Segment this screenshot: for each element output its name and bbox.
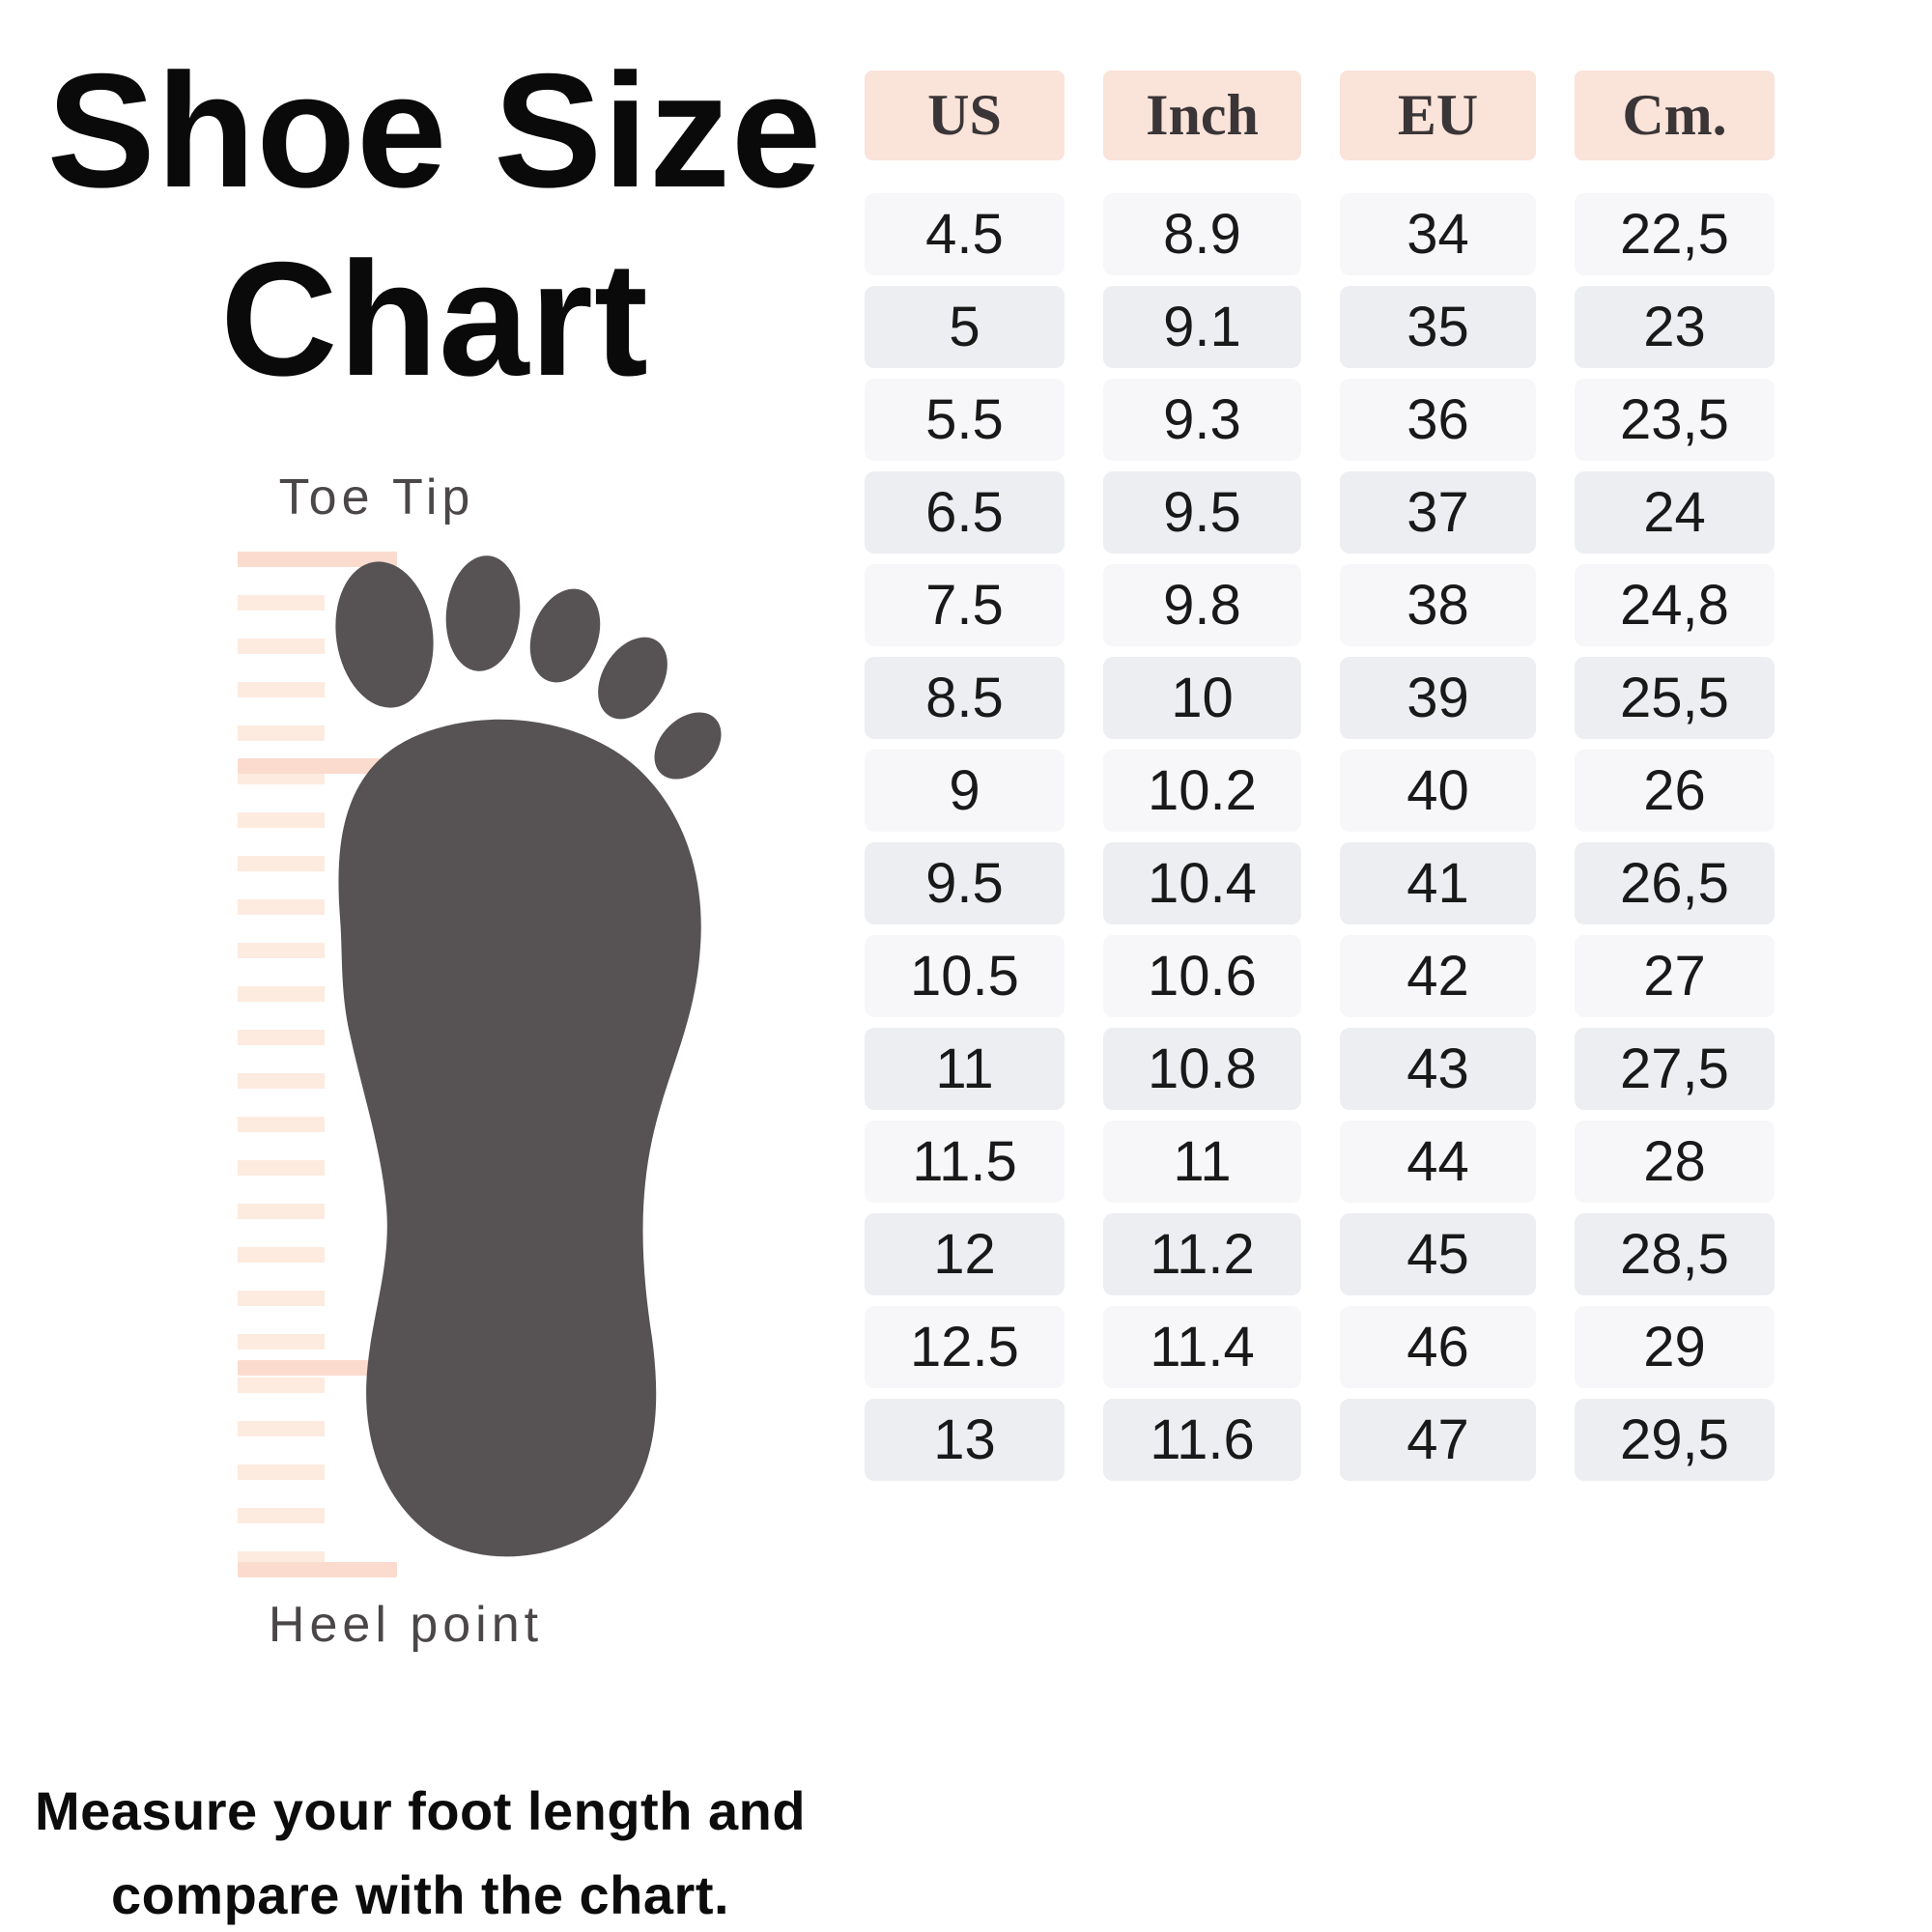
table-cell-cm: 27 [1575, 935, 1775, 1017]
table-row: 4.5 8.9 34 22,5 [865, 193, 1775, 275]
table-cell-cm: 26 [1575, 750, 1775, 832]
table-cell-us: 10.5 [865, 935, 1065, 1017]
table-cell-eu: 34 [1340, 193, 1536, 275]
table-cell-eu: 37 [1340, 471, 1536, 554]
table-cell-inch: 10.2 [1103, 750, 1301, 832]
ruler-mark-toe-tip [238, 552, 397, 567]
column-header-cm: Cm. [1575, 71, 1775, 160]
table-cell-cm: 25,5 [1575, 657, 1775, 739]
table-cell-us: 5.5 [865, 379, 1065, 461]
heel-point-label: Heel point [268, 1597, 544, 1653]
table-cell-inch: 9.8 [1103, 564, 1301, 646]
table-row: 11.5 11 44 28 [865, 1121, 1775, 1203]
table-cell-us: 7.5 [865, 564, 1065, 646]
table-cell-inch: 11 [1103, 1121, 1301, 1203]
table-row: 9 10.2 40 26 [865, 750, 1775, 832]
table-row: 12 11.2 45 28,5 [865, 1213, 1775, 1295]
table-row: 5 9.1 35 23 [865, 286, 1775, 368]
toe-tip-label: Toe Tip [278, 469, 475, 526]
table-cell-us: 8.5 [865, 657, 1065, 739]
size-table-header: US Inch EU Cm. [865, 71, 1775, 160]
table-cell-us: 5 [865, 286, 1065, 368]
table-cell-cm: 28 [1575, 1121, 1775, 1203]
ruler-mark-heel [238, 1562, 397, 1577]
ruler-mark-big-toe [238, 758, 397, 774]
table-cell-eu: 36 [1340, 379, 1536, 461]
table-cell-us: 13 [865, 1399, 1065, 1481]
table-cell-cm: 28,5 [1575, 1213, 1775, 1295]
table-row: 10.5 10.6 42 27 [865, 935, 1775, 1017]
page-title-line1: Shoe Size [46, 40, 823, 221]
column-header-inch: Inch [1103, 71, 1301, 160]
table-cell-inch: 10.4 [1103, 842, 1301, 924]
table-cell-inch: 11.6 [1103, 1399, 1301, 1481]
table-cell-us: 12.5 [865, 1306, 1065, 1388]
table-cell-us: 6.5 [865, 471, 1065, 554]
foot-measure-figure: Toe Tip Heel point [135, 415, 753, 1671]
table-cell-cm: 24 [1575, 471, 1775, 554]
column-header-us: US [865, 71, 1065, 160]
table-cell-inch: 10.8 [1103, 1028, 1301, 1110]
table-cell-cm: 29,5 [1575, 1399, 1775, 1481]
table-cell-cm: 27,5 [1575, 1028, 1775, 1110]
table-cell-inch: 10 [1103, 657, 1301, 739]
table-cell-eu: 42 [1340, 935, 1536, 1017]
table-cell-eu: 44 [1340, 1121, 1536, 1203]
table-cell-inch: 9.5 [1103, 471, 1301, 554]
size-table-rows: 4.5 8.9 34 22,5 5 9.1 35 23 5.5 9.3 36 2… [865, 193, 1775, 1492]
table-row: 12.5 11.4 46 29 [865, 1306, 1775, 1388]
table-cell-eu: 35 [1340, 286, 1536, 368]
table-cell-eu: 45 [1340, 1213, 1536, 1295]
table-cell-eu: 38 [1340, 564, 1536, 646]
table-cell-inch: 8.9 [1103, 193, 1301, 275]
table-row: 9.5 10.4 41 26,5 [865, 842, 1775, 924]
table-cell-eu: 41 [1340, 842, 1536, 924]
table-cell-cm: 26,5 [1575, 842, 1775, 924]
table-row: 11 10.8 43 27,5 [865, 1028, 1775, 1110]
table-cell-eu: 39 [1340, 657, 1536, 739]
table-cell-inch: 9.1 [1103, 286, 1301, 368]
table-row: 6.5 9.5 37 24 [865, 471, 1775, 554]
footer-line1: Measure your foot length and [34, 1780, 807, 1841]
table-cell-cm: 23,5 [1575, 379, 1775, 461]
table-cell-eu: 46 [1340, 1306, 1536, 1388]
table-cell-eu: 47 [1340, 1399, 1536, 1481]
ruler-stripes [238, 552, 325, 1577]
footprint-icon [335, 555, 722, 1557]
column-header-eu: EU [1340, 71, 1536, 160]
table-cell-cm: 24,8 [1575, 564, 1775, 646]
page-title: Shoe Size Chart [24, 37, 845, 413]
table-cell-us: 4.5 [865, 193, 1065, 275]
table-cell-inch: 11.2 [1103, 1213, 1301, 1295]
table-cell-inch: 9.3 [1103, 379, 1301, 461]
table-cell-us: 12 [865, 1213, 1065, 1295]
table-cell-eu: 40 [1340, 750, 1536, 832]
table-row: 7.5 9.8 38 24,8 [865, 564, 1775, 646]
table-cell-cm: 29 [1575, 1306, 1775, 1388]
table-cell-eu: 43 [1340, 1028, 1536, 1110]
page-title-line2: Chart [220, 227, 649, 410]
table-cell-inch: 11.4 [1103, 1306, 1301, 1388]
footer-line2: compare with the chart. [110, 1863, 730, 1925]
table-cell-us: 9 [865, 750, 1065, 832]
ruler-mark-arch [238, 1360, 397, 1376]
table-cell-us: 11.5 [865, 1121, 1065, 1203]
footer-instruction: Measure your foot length and compare wit… [0, 1770, 840, 1932]
table-cell-cm: 22,5 [1575, 193, 1775, 275]
table-cell-cm: 23 [1575, 286, 1775, 368]
table-cell-us: 11 [865, 1028, 1065, 1110]
table-cell-inch: 10.6 [1103, 935, 1301, 1017]
table-cell-us: 9.5 [865, 842, 1065, 924]
table-row: 5.5 9.3 36 23,5 [865, 379, 1775, 461]
table-row: 8.5 10 39 25,5 [865, 657, 1775, 739]
table-row: 13 11.6 47 29,5 [865, 1399, 1775, 1481]
